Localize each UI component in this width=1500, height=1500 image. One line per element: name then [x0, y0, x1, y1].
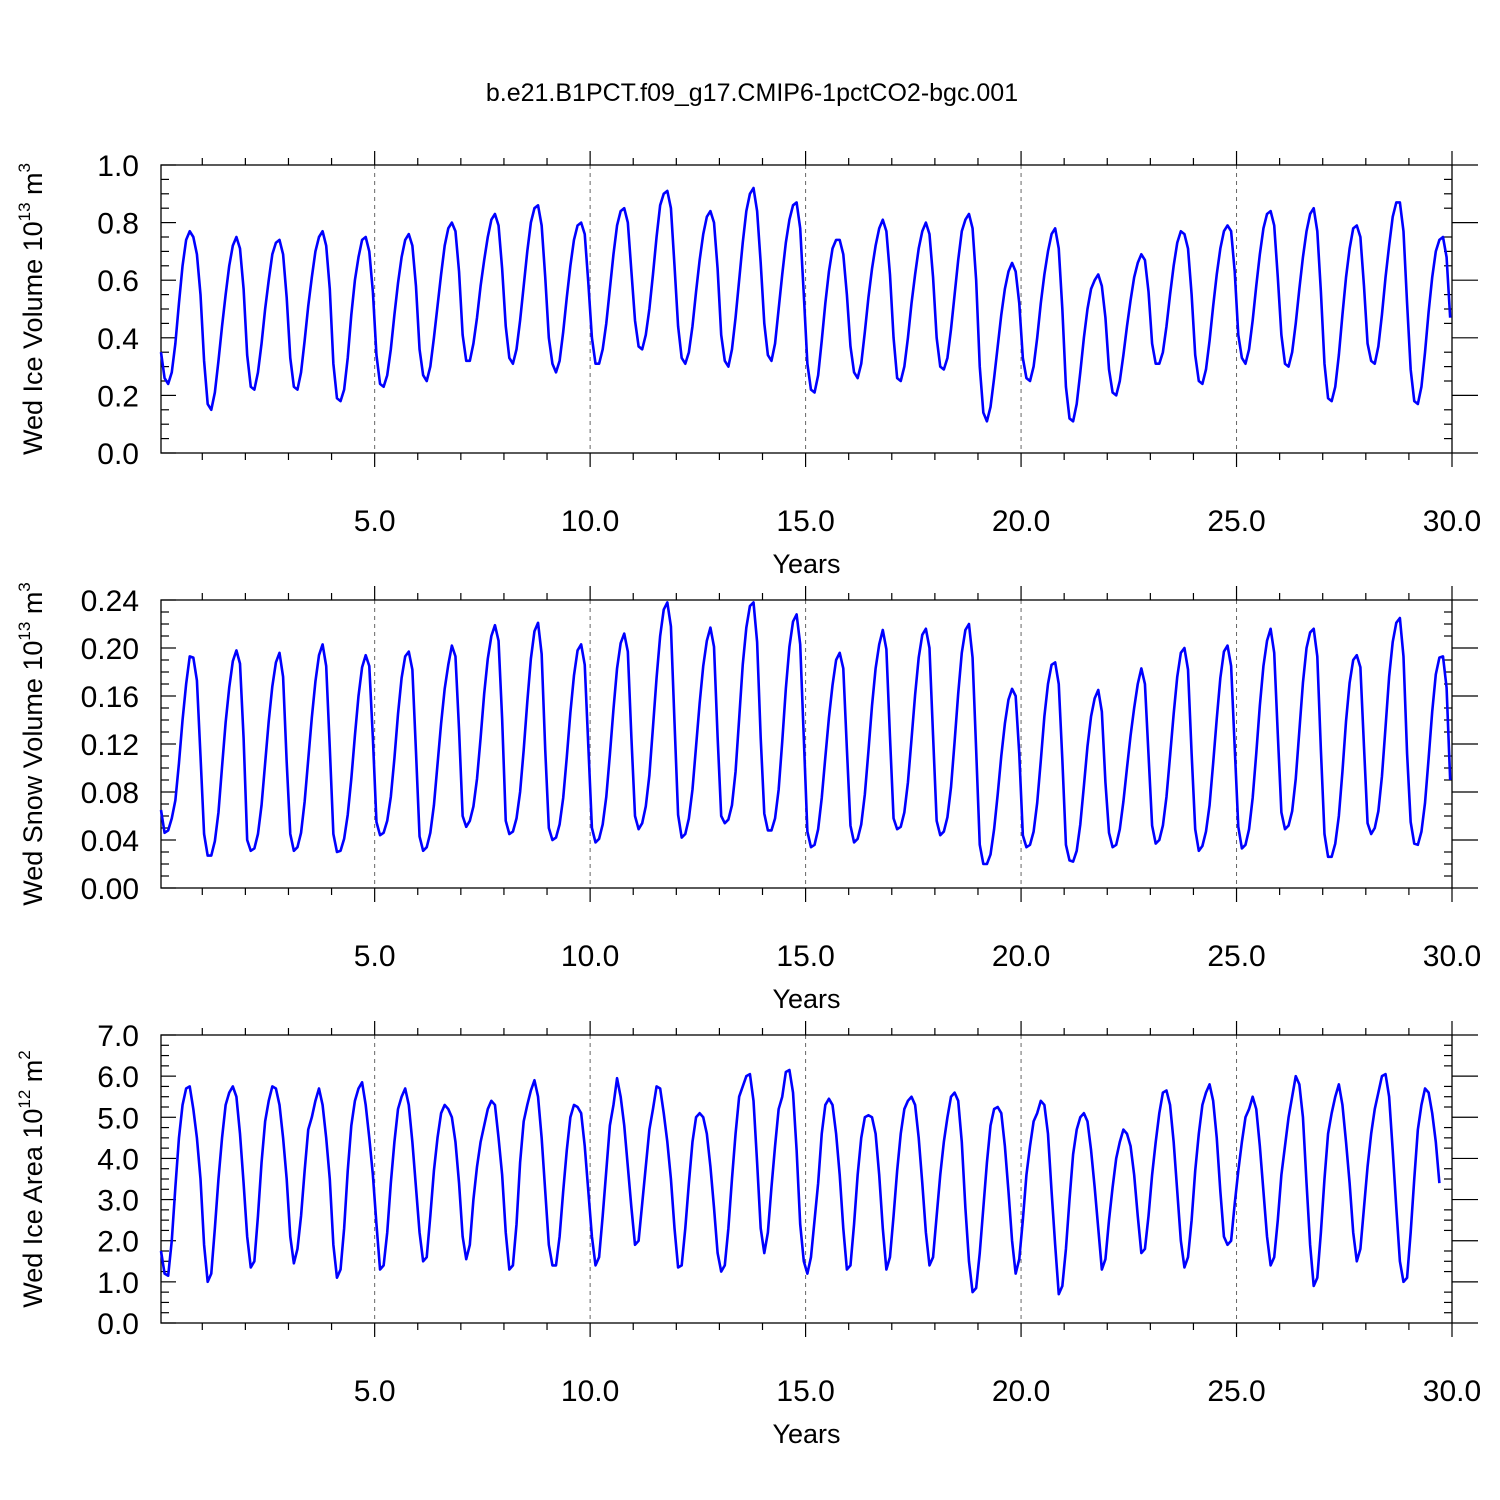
chart-2-y-tick-label: 0.08 [81, 777, 139, 810]
chart-3-y-tick-label: 7.0 [97, 1020, 139, 1053]
chart-3-y-axis-label: Wed Ice Area 1012 m2 [15, 1050, 48, 1308]
chart-3-y-axis-label-unit: m [18, 1060, 48, 1090]
chart-1-x-axis-label: Years [772, 549, 840, 579]
chart-1-panel: 5.0 10.0 15.0 20.0 25.0 30.0 0.0 0.2 0.4 0.6 0.8 1.… [15, 150, 1481, 579]
chart-1-x-tick-label: 5.0 [354, 505, 396, 538]
chart-3-x-tick-label: 30.0 [1423, 1375, 1481, 1408]
chart-3-y-axis-label-exponent: 12 [15, 1090, 34, 1109]
chart-2-y-axis-label-unit-exponent: 3 [15, 582, 34, 591]
chart-1-x-tick-label: 15.0 [776, 505, 834, 538]
chart-2-y-axis-label: Wed Snow Volume 1013 m3 [15, 582, 48, 906]
chart-1-x-tick-label: 20.0 [992, 505, 1050, 538]
chart-3-y-axis-label-unit-exponent: 2 [15, 1050, 34, 1059]
chart-2-x-tick-label: 20.0 [992, 940, 1050, 973]
figure-title: b.e21.B1PCT.f09_g17.CMIP6-1pctCO2-bgc.00… [486, 79, 1018, 107]
chart-2-y-axis-label-text: Wed Snow Volume 10 [18, 641, 48, 906]
chart-1-y-axis-label-unit-exponent: 3 [15, 163, 34, 172]
chart-2-x-tick-label: 15.0 [776, 940, 834, 973]
chart-3-y-axis-label-text: Wed Ice Area 10 [18, 1109, 48, 1308]
chart-2-y-axis-label-unit: m [18, 592, 48, 622]
chart-3-x-tick-label: 15.0 [776, 1375, 834, 1408]
chart-2-x-tick-label: 30.0 [1423, 940, 1481, 973]
chart-1-y-axis-label-unit: m [18, 172, 48, 202]
chart-2-y-tick-label: 0.20 [81, 633, 139, 666]
chart-1-y-axis-label-text: Wed Ice Volume 10 [18, 221, 48, 455]
chart-2-y-tick-label: 0.00 [81, 873, 139, 906]
chart-3-x-tick-label: 20.0 [992, 1375, 1050, 1408]
chart-3-x-tick-label: 5.0 [354, 1375, 396, 1408]
chart-3-y-tick-label: 2.0 [97, 1226, 139, 1259]
chart-1-series-line-1 [159, 186, 1452, 423]
chart-1-x-tick-label: 10.0 [561, 505, 619, 538]
chart-2-x-tick-label: 10.0 [561, 940, 619, 973]
chart-1-y-axis-label: Wed Ice Volume 1013 m3 [15, 163, 48, 455]
chart-3-x-tick-label: 10.0 [561, 1375, 619, 1408]
chart-1-y-tick-label: 1.0 [97, 150, 139, 183]
chart-3-panel: 5.0 10.0 15.0 20.0 25.0 30.0 0.0 1.0 2.0 3.0 4.0 5.… [15, 1020, 1481, 1449]
chart-3-series-line-1 [159, 1068, 1441, 1296]
chart-3-y-tick-label: 5.0 [97, 1102, 139, 1135]
chart-3-y-tick-label: 1.0 [97, 1267, 139, 1300]
chart-2-panel: 5.0 10.0 15.0 20.0 25.0 30.0 0.00 0.04 0.08 0.12 0… [15, 582, 1481, 1014]
chart-2-y-tick-label: 0.04 [81, 825, 139, 858]
chart-1-y-axis-label-exponent: 13 [15, 202, 34, 221]
chart-3-y-tick-label: 3.0 [97, 1185, 139, 1218]
chart-1-y-tick-label: 0.8 [97, 208, 139, 241]
chart-3-y-tick-label: 6.0 [97, 1061, 139, 1094]
chart-1-x-tick-label: 30.0 [1423, 505, 1481, 538]
chart-1-y-tick-label: 0.4 [97, 323, 139, 356]
chart-2-y-axis-label-exponent: 13 [15, 622, 34, 641]
chart-2-y-tick-label: 0.12 [81, 729, 139, 762]
chart-3-x-tick-label: 25.0 [1207, 1375, 1265, 1408]
chart-2-x-tick-label: 25.0 [1207, 940, 1265, 973]
chart-2-x-axis-label: Years [772, 984, 840, 1014]
chart-1-y-tick-label: 0.2 [97, 380, 139, 413]
chart-3-y-tick-label: 0.0 [97, 1308, 139, 1341]
chart-3-x-axis-label: Years [772, 1419, 840, 1449]
chart-1-plot-frame [160, 164, 1453, 454]
chart-2-series-line-1 [159, 601, 1452, 866]
chart-3-plot-frame [160, 1034, 1453, 1324]
chart-1-y-tick-label: 0.0 [97, 438, 139, 471]
chart-1-x-tick-label: 25.0 [1207, 505, 1265, 538]
chart-2-y-tick-label: 0.16 [81, 681, 139, 714]
chart-3-y-tick-label: 4.0 [97, 1143, 139, 1176]
chart-1-y-tick-label: 0.6 [97, 265, 139, 298]
chart-2-x-tick-label: 5.0 [354, 940, 396, 973]
chart-2-y-tick-label: 0.24 [81, 585, 139, 618]
